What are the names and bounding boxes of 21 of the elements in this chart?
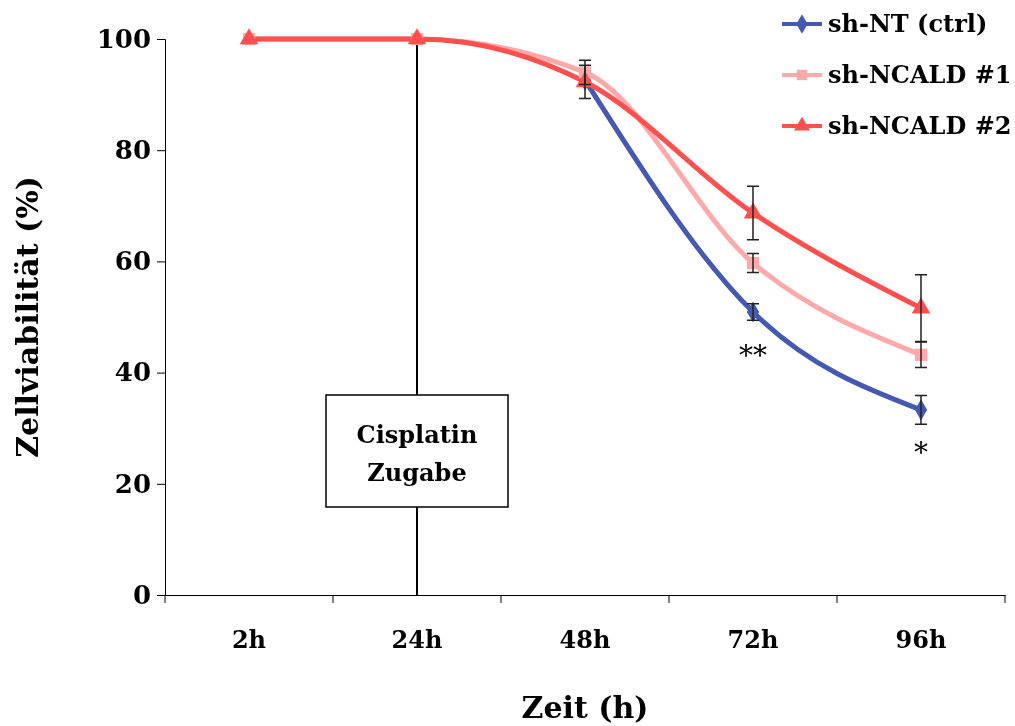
x-tick-label: 72h: [727, 625, 779, 654]
y-axis-title: Zellviabilität (%): [10, 176, 45, 458]
legend-label: sh-NT (ctrl): [828, 9, 988, 38]
y-tick-label: 0: [132, 579, 151, 610]
y-tick-label: 60: [114, 246, 151, 277]
y-tick-label: 100: [96, 23, 151, 54]
x-tick-label: 48h: [559, 625, 611, 654]
y-tick-label: 20: [114, 468, 151, 499]
legend-label: sh-NCALD #1: [828, 60, 1012, 89]
x-tick-label: 24h: [391, 625, 443, 654]
legend-label: sh-NCALD #2: [828, 111, 1012, 140]
y-tick-label: 80: [114, 135, 151, 166]
x-axis-title: Zeit (h): [521, 690, 649, 725]
annotation: *: [914, 436, 928, 469]
annotation: **: [739, 339, 767, 372]
x-tick-label: 96h: [895, 625, 947, 654]
point: [407, 28, 427, 45]
x-tick-label: 2h: [231, 625, 267, 654]
ref-line-label: Cisplatin Zugabe: [356, 420, 478, 487]
point: [239, 28, 259, 45]
y-tick-label: 40: [114, 357, 151, 388]
